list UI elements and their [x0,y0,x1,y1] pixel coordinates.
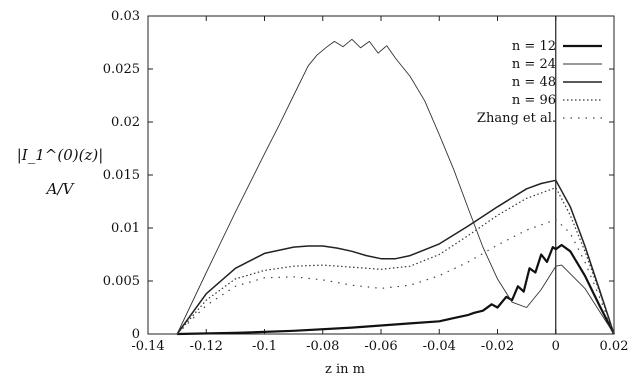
axes: -0.14 -0.12 -0.1 -0.08 -0.06 -0.04 -0.02 0 0.02 0… [103,9,629,354]
x-tick-label: -0.06 [364,339,397,354]
legend-label-5: Zhang et al. [477,111,556,126]
plot-marks [176,16,615,336]
x-tick-label: -0.1 [252,339,277,354]
legend-label-3: n = 48 [512,75,556,90]
x-tick-label: -0.02 [481,339,514,354]
legend-label-1: n = 12 [512,39,556,54]
y-tick-label: 0.005 [103,274,140,289]
y-axis-label-line2: A/V [45,180,76,198]
series-line-4 [176,187,615,335]
series-line-2 [176,38,615,335]
x-tick-label: -0.12 [190,339,223,354]
legend: n = 12 n = 24 n = 48 n = 96 Zhang et al. [477,39,602,126]
series-line-3 [176,179,615,335]
x-axis-label: z in m [325,362,365,376]
x-tick-label: -0.08 [306,339,339,354]
y-tick-label: 0.01 [111,221,140,236]
y-tick-label: 0.03 [111,9,140,24]
x-tick-label: -0.14 [131,339,164,354]
x-tick-label: 0 [552,339,560,354]
x-tick-label: -0.04 [423,339,456,354]
series-line-1 [177,243,615,336]
x-tick-label: 0.02 [600,339,629,354]
y-axis-label-line1: |I_1^(0)(z)| [17,146,104,164]
y-tick-label: 0.015 [103,168,140,183]
axis-labels: |I_1^(0)(z)| A/V z in m [17,146,365,376]
y-tick-label: 0.025 [103,62,140,77]
y-tick-label: 0 [132,327,140,342]
legend-label-2: n = 24 [512,57,556,72]
legend-label-4: n = 96 [512,93,556,108]
y-tick-label: 0.02 [111,115,140,130]
